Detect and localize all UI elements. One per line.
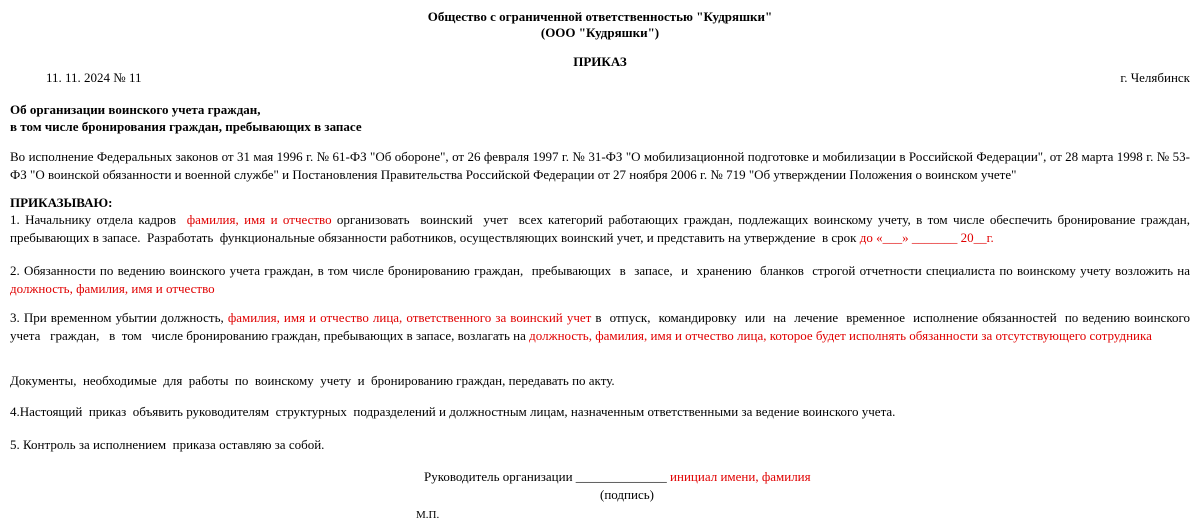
- placeholder-text: до «___» _______ 20__г.: [859, 230, 994, 245]
- text: 5. Контроль за исполнением приказа остав…: [10, 437, 325, 452]
- text: 3. При временном убытии должность,: [10, 310, 228, 325]
- paragraph: 4.Настоящий приказ объявить руководителя…: [10, 403, 1190, 421]
- signature-line: Руководитель организации ______________ …: [424, 468, 811, 486]
- text: Документы, необходимые для работы по вои…: [10, 373, 615, 388]
- paragraph: 1. Начальнику отдела кадров фамилия, имя…: [10, 211, 1190, 247]
- org-short: (ООО "Кудряшки"): [540, 25, 660, 40]
- signature-caption: (подпись): [600, 487, 654, 502]
- text: 1. Начальнику отдела кадров: [10, 212, 187, 227]
- doc-title: ПРИКАЗ: [573, 54, 627, 69]
- paragraph: 5. Контроль за исполнением приказа остав…: [10, 436, 1190, 454]
- subject-line: в том числе бронирования граждан, пребыв…: [10, 119, 362, 134]
- order-heading: ПРИКАЗЫВАЮ:: [10, 195, 113, 210]
- placeholder-text: должность, фамилия, имя и отчество лица,…: [529, 328, 1152, 343]
- signature-role: Руководитель организации ______________: [424, 469, 671, 484]
- text: 2. Обязанности по ведению воинского учет…: [10, 263, 1194, 278]
- city: г. Челябинск: [1120, 70, 1190, 85]
- stamp: М.П.: [416, 509, 440, 521]
- org-name: Общество с ограниченной ответственностью…: [427, 9, 773, 24]
- paragraph: 3. При временном убытии должность, фамил…: [10, 309, 1190, 345]
- placeholder-text: должность, фамилия, имя и отчество: [10, 281, 215, 296]
- text: организовать воинский учет всех категори…: [10, 212, 1194, 245]
- placeholder-text: фамилия, имя и отчество: [186, 212, 332, 227]
- preamble: Во исполнение Федеральных законов от 31 …: [10, 149, 1190, 182]
- paragraph: Документы, необходимые для работы по вои…: [10, 372, 1190, 390]
- subject-line: Об организации воинского учета граждан,: [10, 102, 261, 117]
- text: в отпуск, командировку или на лечение вр…: [10, 310, 1197, 343]
- paragraph: 2. Обязанности по ведению воинского учет…: [10, 262, 1190, 298]
- text: 4.Настоящий приказ объявить руководителя…: [10, 404, 896, 419]
- date-number: 11. 11. 2024 № 11: [46, 70, 142, 85]
- placeholder-text: фамилия, имя и отчество лица, ответствен…: [227, 310, 592, 325]
- signature-name: инициал имени, фамилия: [670, 469, 811, 484]
